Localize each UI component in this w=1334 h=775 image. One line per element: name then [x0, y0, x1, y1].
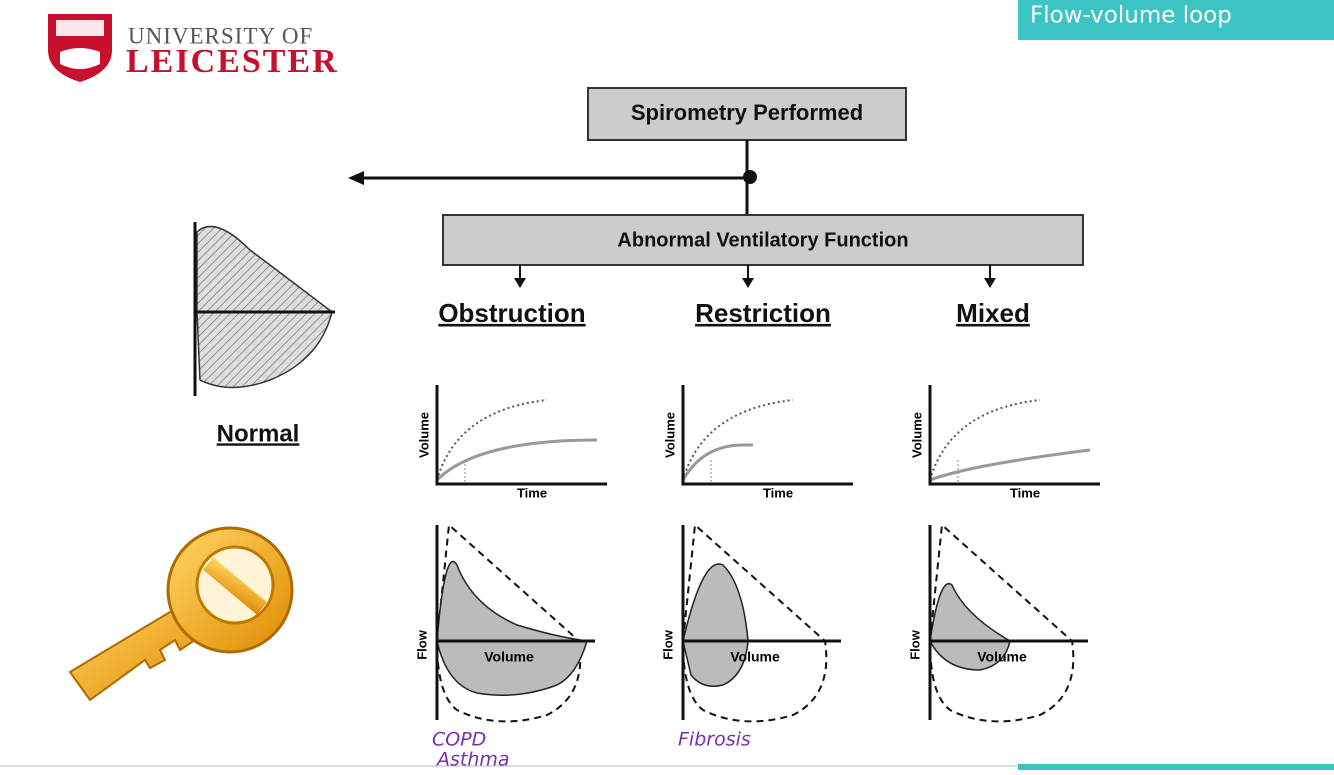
axes	[435, 385, 607, 486]
measured-loop	[682, 563, 749, 687]
logo-line1: UNIVERSITY OF	[128, 23, 313, 48]
category-label: Obstruction	[438, 298, 585, 328]
y-axis-label: Flow	[660, 629, 675, 659]
y-axis-label: Flow	[414, 629, 429, 659]
y-axis-label: Volume	[416, 412, 431, 458]
flow-chart: Flow Volume	[907, 522, 1088, 723]
arrow-head	[514, 278, 526, 288]
axes	[435, 525, 595, 720]
ideal-curve	[682, 399, 794, 481]
predicted-loop	[436, 522, 582, 723]
axes	[928, 525, 1088, 720]
flow-chart: Flow Volume	[414, 522, 595, 723]
normal-label: Normal	[217, 420, 300, 447]
arrow-head	[742, 278, 754, 288]
axes	[681, 385, 853, 486]
x-axis-label: Time	[1010, 485, 1040, 500]
y-axis-label: Volume	[909, 412, 924, 458]
footer-accent	[1018, 764, 1334, 770]
logo-line2: LEICESTER	[126, 43, 339, 80]
handwritten-note: COPD	[432, 729, 486, 751]
axes	[681, 525, 841, 720]
branch-box	[442, 214, 1084, 266]
category-label: Restriction	[695, 298, 831, 328]
branch-label: Abnormal Ventilatory Function	[617, 229, 908, 251]
x-axis-label: Volume	[484, 649, 534, 665]
time-chart: Volume Time	[416, 385, 607, 500]
measured-loop	[436, 560, 588, 696]
ideal-curve	[436, 399, 548, 481]
measured-curve	[929, 448, 1091, 482]
key-icon	[68, 526, 294, 702]
arrow-head	[984, 278, 996, 288]
junction	[743, 170, 757, 184]
predicted-loop	[929, 522, 1075, 723]
root-label: Spirometry Performed	[631, 100, 863, 125]
normal-loop	[193, 222, 335, 396]
x-axis-label: Volume	[730, 649, 780, 665]
x-axis-label: Volume	[977, 649, 1027, 665]
handwritten-note: Asthma	[435, 749, 510, 771]
slide-title: Flow-volume loop	[1030, 3, 1232, 29]
predicted-loop	[682, 522, 828, 723]
ideal-curve	[929, 399, 1041, 481]
time-chart: Volume Time	[662, 385, 853, 500]
y-axis-label: Volume	[662, 412, 677, 458]
measured-curve	[681, 443, 753, 481]
flow-chart: Flow Volume	[660, 522, 841, 723]
logo	[48, 14, 112, 82]
axes	[928, 385, 1100, 486]
time-chart: Volume Time	[909, 385, 1100, 500]
handwritten-note: Fibrosis	[678, 729, 751, 751]
x-axis-label: Time	[517, 485, 547, 500]
x-axis-label: Time	[763, 485, 793, 500]
measured-curve	[435, 438, 598, 482]
title-box	[1018, 0, 1334, 40]
y-axis-label: Flow	[907, 629, 922, 659]
arrow-head	[348, 171, 364, 185]
category-label: Mixed	[956, 298, 1030, 328]
